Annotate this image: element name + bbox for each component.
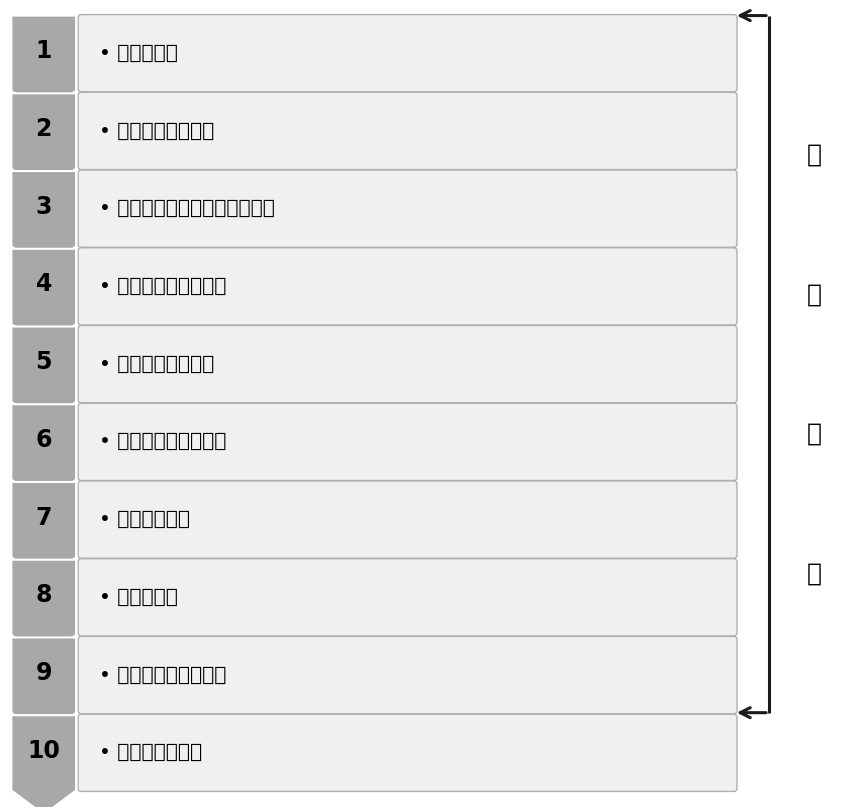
Polygon shape bbox=[11, 404, 76, 503]
Text: 4: 4 bbox=[35, 272, 52, 297]
FancyBboxPatch shape bbox=[78, 403, 737, 481]
Text: 7: 7 bbox=[35, 506, 52, 529]
Text: 2: 2 bbox=[35, 117, 52, 141]
FancyBboxPatch shape bbox=[78, 326, 737, 402]
Text: • 晶体收集、回用: • 晶体收集、回用 bbox=[99, 743, 202, 762]
FancyBboxPatch shape bbox=[78, 248, 737, 325]
Text: 5: 5 bbox=[35, 350, 52, 374]
Polygon shape bbox=[11, 93, 76, 192]
Polygon shape bbox=[11, 715, 76, 808]
Text: • 镍树脂吸附至饱和: • 镍树脂吸附至饱和 bbox=[99, 121, 215, 141]
FancyBboxPatch shape bbox=[78, 558, 737, 636]
Text: • 镍废水收集: • 镍废水收集 bbox=[99, 44, 178, 63]
Text: 6: 6 bbox=[35, 428, 52, 452]
Text: • 净化液转移至蜁发器: • 净化液转移至蜁发器 bbox=[99, 432, 227, 452]
Text: • 浓缩液冷却: • 浓缩液冷却 bbox=[99, 588, 178, 607]
FancyBboxPatch shape bbox=[78, 170, 737, 247]
Text: 转: 转 bbox=[806, 422, 821, 446]
Text: 8: 8 bbox=[35, 583, 52, 608]
Text: 3: 3 bbox=[35, 195, 52, 219]
Polygon shape bbox=[11, 638, 76, 737]
FancyBboxPatch shape bbox=[78, 15, 737, 92]
Text: • 解吸附获得高纯度硫酸镍溶液: • 解吸附获得高纯度硫酸镍溶液 bbox=[99, 200, 275, 218]
Polygon shape bbox=[11, 15, 76, 115]
Text: 液: 液 bbox=[806, 283, 821, 306]
Polygon shape bbox=[11, 560, 76, 659]
Text: • 多级循环精密过滤: • 多级循环精密过滤 bbox=[99, 355, 215, 373]
FancyBboxPatch shape bbox=[78, 481, 737, 558]
Polygon shape bbox=[11, 326, 76, 426]
FancyBboxPatch shape bbox=[78, 637, 737, 713]
Text: • 固液分离、母液回收: • 固液分离、母液回收 bbox=[99, 666, 227, 684]
Polygon shape bbox=[11, 171, 76, 271]
Polygon shape bbox=[11, 482, 76, 581]
Text: • 减压蜁发浓缩: • 减压蜁发浓缩 bbox=[99, 510, 190, 529]
Text: • 溶液加热、脉冲电解: • 溶液加热、脉冲电解 bbox=[99, 277, 227, 296]
Text: 移: 移 bbox=[806, 562, 821, 585]
Text: 母: 母 bbox=[806, 143, 821, 167]
Text: 9: 9 bbox=[35, 661, 52, 685]
FancyBboxPatch shape bbox=[78, 92, 737, 170]
Text: 1: 1 bbox=[35, 40, 52, 63]
Polygon shape bbox=[11, 249, 76, 348]
Text: 10: 10 bbox=[28, 739, 61, 763]
FancyBboxPatch shape bbox=[78, 714, 737, 791]
